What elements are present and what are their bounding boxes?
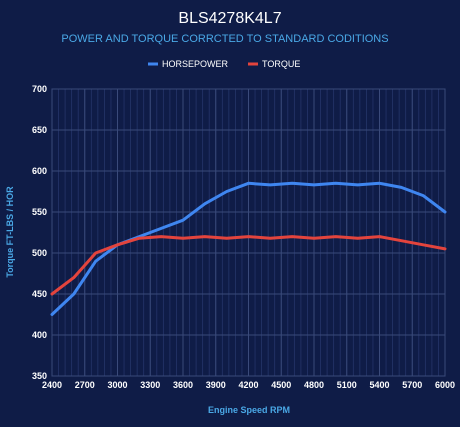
x-tick-label: 3300 <box>140 380 160 390</box>
x-tick-label: 4200 <box>238 380 258 390</box>
y-tick-label: 500 <box>32 248 47 258</box>
series-layer <box>50 181 447 316</box>
y-tick-label: 600 <box>32 166 47 176</box>
x-tick-label: 4800 <box>304 380 324 390</box>
x-tick-labels: 2400 2700 3000 3300 3600 3900 4200 4500 4800 5100… <box>42 380 455 390</box>
y-tick-labels: 350 400 450 500 550 600 650 700 <box>32 84 47 381</box>
x-tick-label: 5400 <box>369 380 389 390</box>
y-tick-label: 700 <box>32 84 47 94</box>
x-axis-label: Engine Speed RPM <box>208 405 290 415</box>
x-tick-label: 2700 <box>75 380 95 390</box>
legend-item-torque: TORQUE <box>248 59 300 69</box>
series-line-torque <box>50 235 447 296</box>
y-axis-label: Torque FT-LBS / HOR <box>5 186 15 278</box>
x-tick-label: 5700 <box>402 380 422 390</box>
grid <box>51 88 446 377</box>
y-tick-label: 350 <box>32 371 47 381</box>
chart-subtitle: POWER AND TORQUE CORRCTED TO STANDARD CO… <box>61 33 388 45</box>
x-tick-label: 5100 <box>337 380 357 390</box>
y-tick-label: 450 <box>32 289 47 299</box>
x-tick-label: 2400 <box>42 380 62 390</box>
plot-frame <box>51 88 446 377</box>
x-tick-label: 4500 <box>271 380 291 390</box>
y-tick-label: 650 <box>32 125 47 135</box>
legend-label: TORQUE <box>262 59 300 69</box>
x-tick-label: 3900 <box>206 380 226 390</box>
legend-label: HORSEPOWER <box>162 59 229 69</box>
x-tick-label: 3600 <box>173 380 193 390</box>
x-tick-label: 6000 <box>435 380 455 390</box>
x-tick-label: 3000 <box>107 380 127 390</box>
y-tick-label: 550 <box>32 207 47 217</box>
y-tick-label: 400 <box>32 330 47 340</box>
legend: HORSEPOWER TORQUE <box>148 59 300 69</box>
legend-item-horsepower: HORSEPOWER <box>148 59 229 69</box>
chart-title: BLS4278K4L7 <box>178 10 281 27</box>
